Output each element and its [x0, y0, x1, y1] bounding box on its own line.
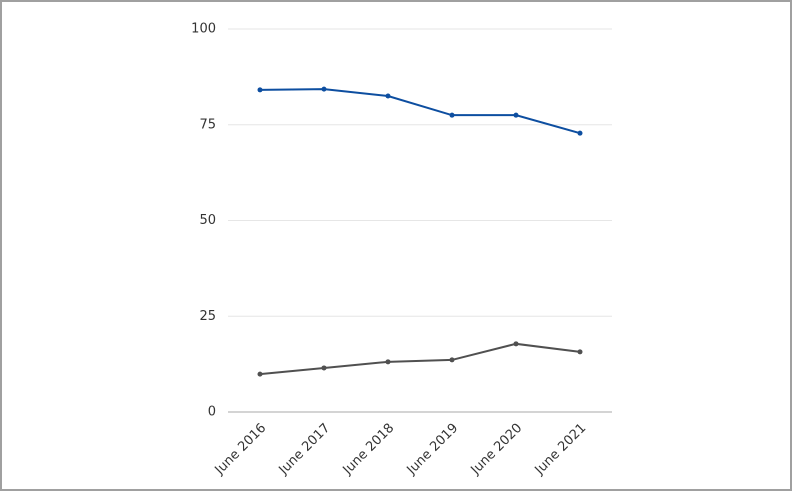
data-point: [257, 87, 263, 93]
y-tick-label: 25: [199, 309, 216, 324]
data-point: [577, 130, 583, 136]
data-point: [385, 93, 391, 99]
y-tick-label: 50: [199, 213, 216, 228]
data-point: [513, 341, 519, 347]
data-point: [513, 112, 519, 118]
data-point: [385, 359, 391, 365]
data-point: [577, 349, 583, 355]
data-point: [449, 112, 455, 118]
series-line: [259, 88, 581, 135]
y-tick-label: 0: [208, 405, 216, 420]
y-tick-label: 75: [199, 117, 216, 132]
y-tick-label: 100: [191, 22, 216, 37]
data-point: [449, 357, 455, 363]
data-point: [257, 371, 263, 377]
series-line: [259, 342, 581, 376]
data-point: [321, 365, 327, 371]
data-point: [321, 86, 327, 92]
